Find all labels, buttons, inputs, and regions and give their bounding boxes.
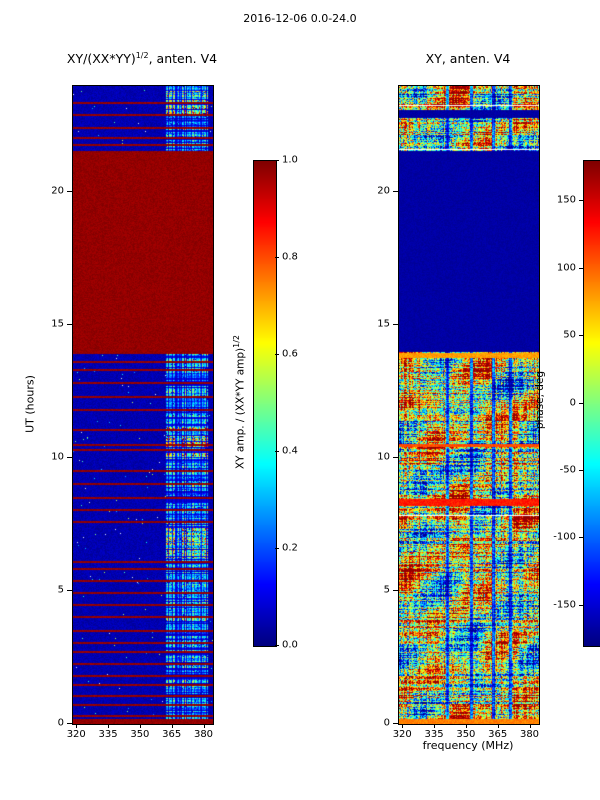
y-tick-label: 5 (383, 584, 390, 596)
colorbar-tick-label: -150 (553, 599, 576, 611)
y-tick-label: 20 (377, 185, 390, 197)
right-colorbar-canvas (584, 161, 600, 646)
x-tick-label: 350 (130, 729, 150, 740)
colorbar-tick-mark (579, 537, 583, 539)
colorbar-tick-mark (275, 354, 279, 355)
x-tick-label: 365 (488, 729, 508, 740)
colorbar-tick-mark (275, 548, 279, 549)
y-tick-mark (67, 590, 72, 592)
x-tick-mark (434, 724, 436, 728)
y-tick-mark (393, 590, 398, 592)
y-tick-label: 10 (51, 451, 64, 463)
colorbar-tick-label: 0.2 (282, 542, 298, 554)
colorbar-tick-label: 0.0 (282, 639, 298, 651)
x-tick-label: 320 (392, 729, 412, 740)
x-tick-label: 335 (424, 729, 444, 740)
x-tick-mark (402, 724, 404, 728)
y-tick-mark (67, 723, 72, 724)
x-tick-mark (497, 724, 499, 728)
colorbar-tick-mark (579, 604, 583, 606)
colorbar-tick-label: 0.4 (282, 445, 298, 457)
right-colorbar-label: phase, deg (534, 370, 546, 430)
y-tick-label: 0 (383, 717, 390, 729)
colorbar-tick-label: 0.8 (282, 251, 298, 263)
left-colorbar-label: XY amp. / (XX*YY amp)1/2 (232, 335, 247, 469)
left-panel-title: XY/(XX*YY)1/2, anten. V4 (2, 51, 282, 66)
colorbar-tick-label: 1.0 (282, 154, 298, 166)
right-heatmap (398, 85, 540, 725)
x-tick-mark (108, 724, 110, 728)
y-tick-mark (393, 723, 398, 724)
x-tick-label: 320 (66, 729, 86, 740)
left-title-sup: 1/2 (135, 51, 149, 60)
colorbar-tick-mark (275, 645, 279, 646)
x-tick-label: 335 (98, 729, 118, 740)
colorbar-tick-label: 50 (563, 329, 576, 341)
y-tick-label: 0 (57, 717, 64, 729)
x-tick-label: 350 (456, 729, 476, 740)
colorbar-tick-mark (275, 451, 279, 452)
left-colorbar-label-sup: 1/2 (231, 334, 241, 348)
y-tick-label: 20 (51, 185, 64, 197)
x-tick-label: 380 (193, 729, 214, 740)
y-tick-label: 10 (377, 451, 390, 463)
right-colorbar (583, 160, 600, 647)
left-colorbar (253, 160, 277, 647)
colorbar-tick-label: 0.6 (282, 348, 298, 360)
colorbar-tick-label: -50 (559, 464, 576, 476)
y-tick-mark (67, 457, 72, 459)
x-tick-mark (171, 724, 173, 728)
colorbar-tick-label: 100 (556, 262, 576, 274)
left-colorbar-label-main: XY amp. / (XX*YY amp) (234, 347, 247, 470)
left-title-main: XY/(XX*YY) (66, 51, 136, 67)
right-panel-title: XY, anten. V4 (425, 51, 511, 66)
x-tick-mark (76, 724, 78, 728)
x-tick-label: 380 (519, 729, 540, 740)
colorbar-tick-mark (579, 402, 583, 404)
colorbar-tick-mark (579, 200, 583, 202)
x-tick-mark (529, 724, 531, 728)
left-heatmap (72, 85, 214, 725)
left-title-suffix: , anten. V4 (148, 51, 218, 67)
y-tick-label: 15 (377, 318, 390, 330)
x-tick-mark (203, 724, 205, 728)
colorbar-tick-label: -100 (553, 531, 576, 543)
figure-title: 2016-12-06 0.0-24.0 (243, 12, 357, 25)
colorbar-tick-mark (275, 257, 279, 258)
y-tick-mark (67, 191, 72, 193)
left-colorbar-canvas (254, 161, 276, 646)
y-tick-mark (393, 324, 398, 326)
colorbar-tick-mark (579, 469, 583, 471)
y-tick-mark (67, 324, 72, 326)
colorbar-tick-mark (579, 267, 583, 269)
colorbar-tick-mark (579, 335, 583, 337)
colorbar-tick-mark (275, 160, 279, 161)
x-tick-mark (139, 724, 141, 728)
y-tick-mark (393, 191, 398, 193)
left-heatmap-canvas (73, 86, 213, 724)
y-axis-label: UT (hours) (23, 375, 37, 433)
x-axis-label: frequency (MHz) (422, 739, 514, 752)
colorbar-tick-label: 150 (556, 194, 576, 206)
x-tick-label: 365 (162, 729, 182, 740)
y-tick-mark (393, 457, 398, 459)
y-tick-label: 5 (57, 584, 64, 596)
x-tick-mark (465, 724, 467, 728)
y-tick-label: 15 (51, 318, 64, 330)
colorbar-tick-label: 0 (569, 397, 576, 408)
right-heatmap-canvas (399, 86, 539, 724)
